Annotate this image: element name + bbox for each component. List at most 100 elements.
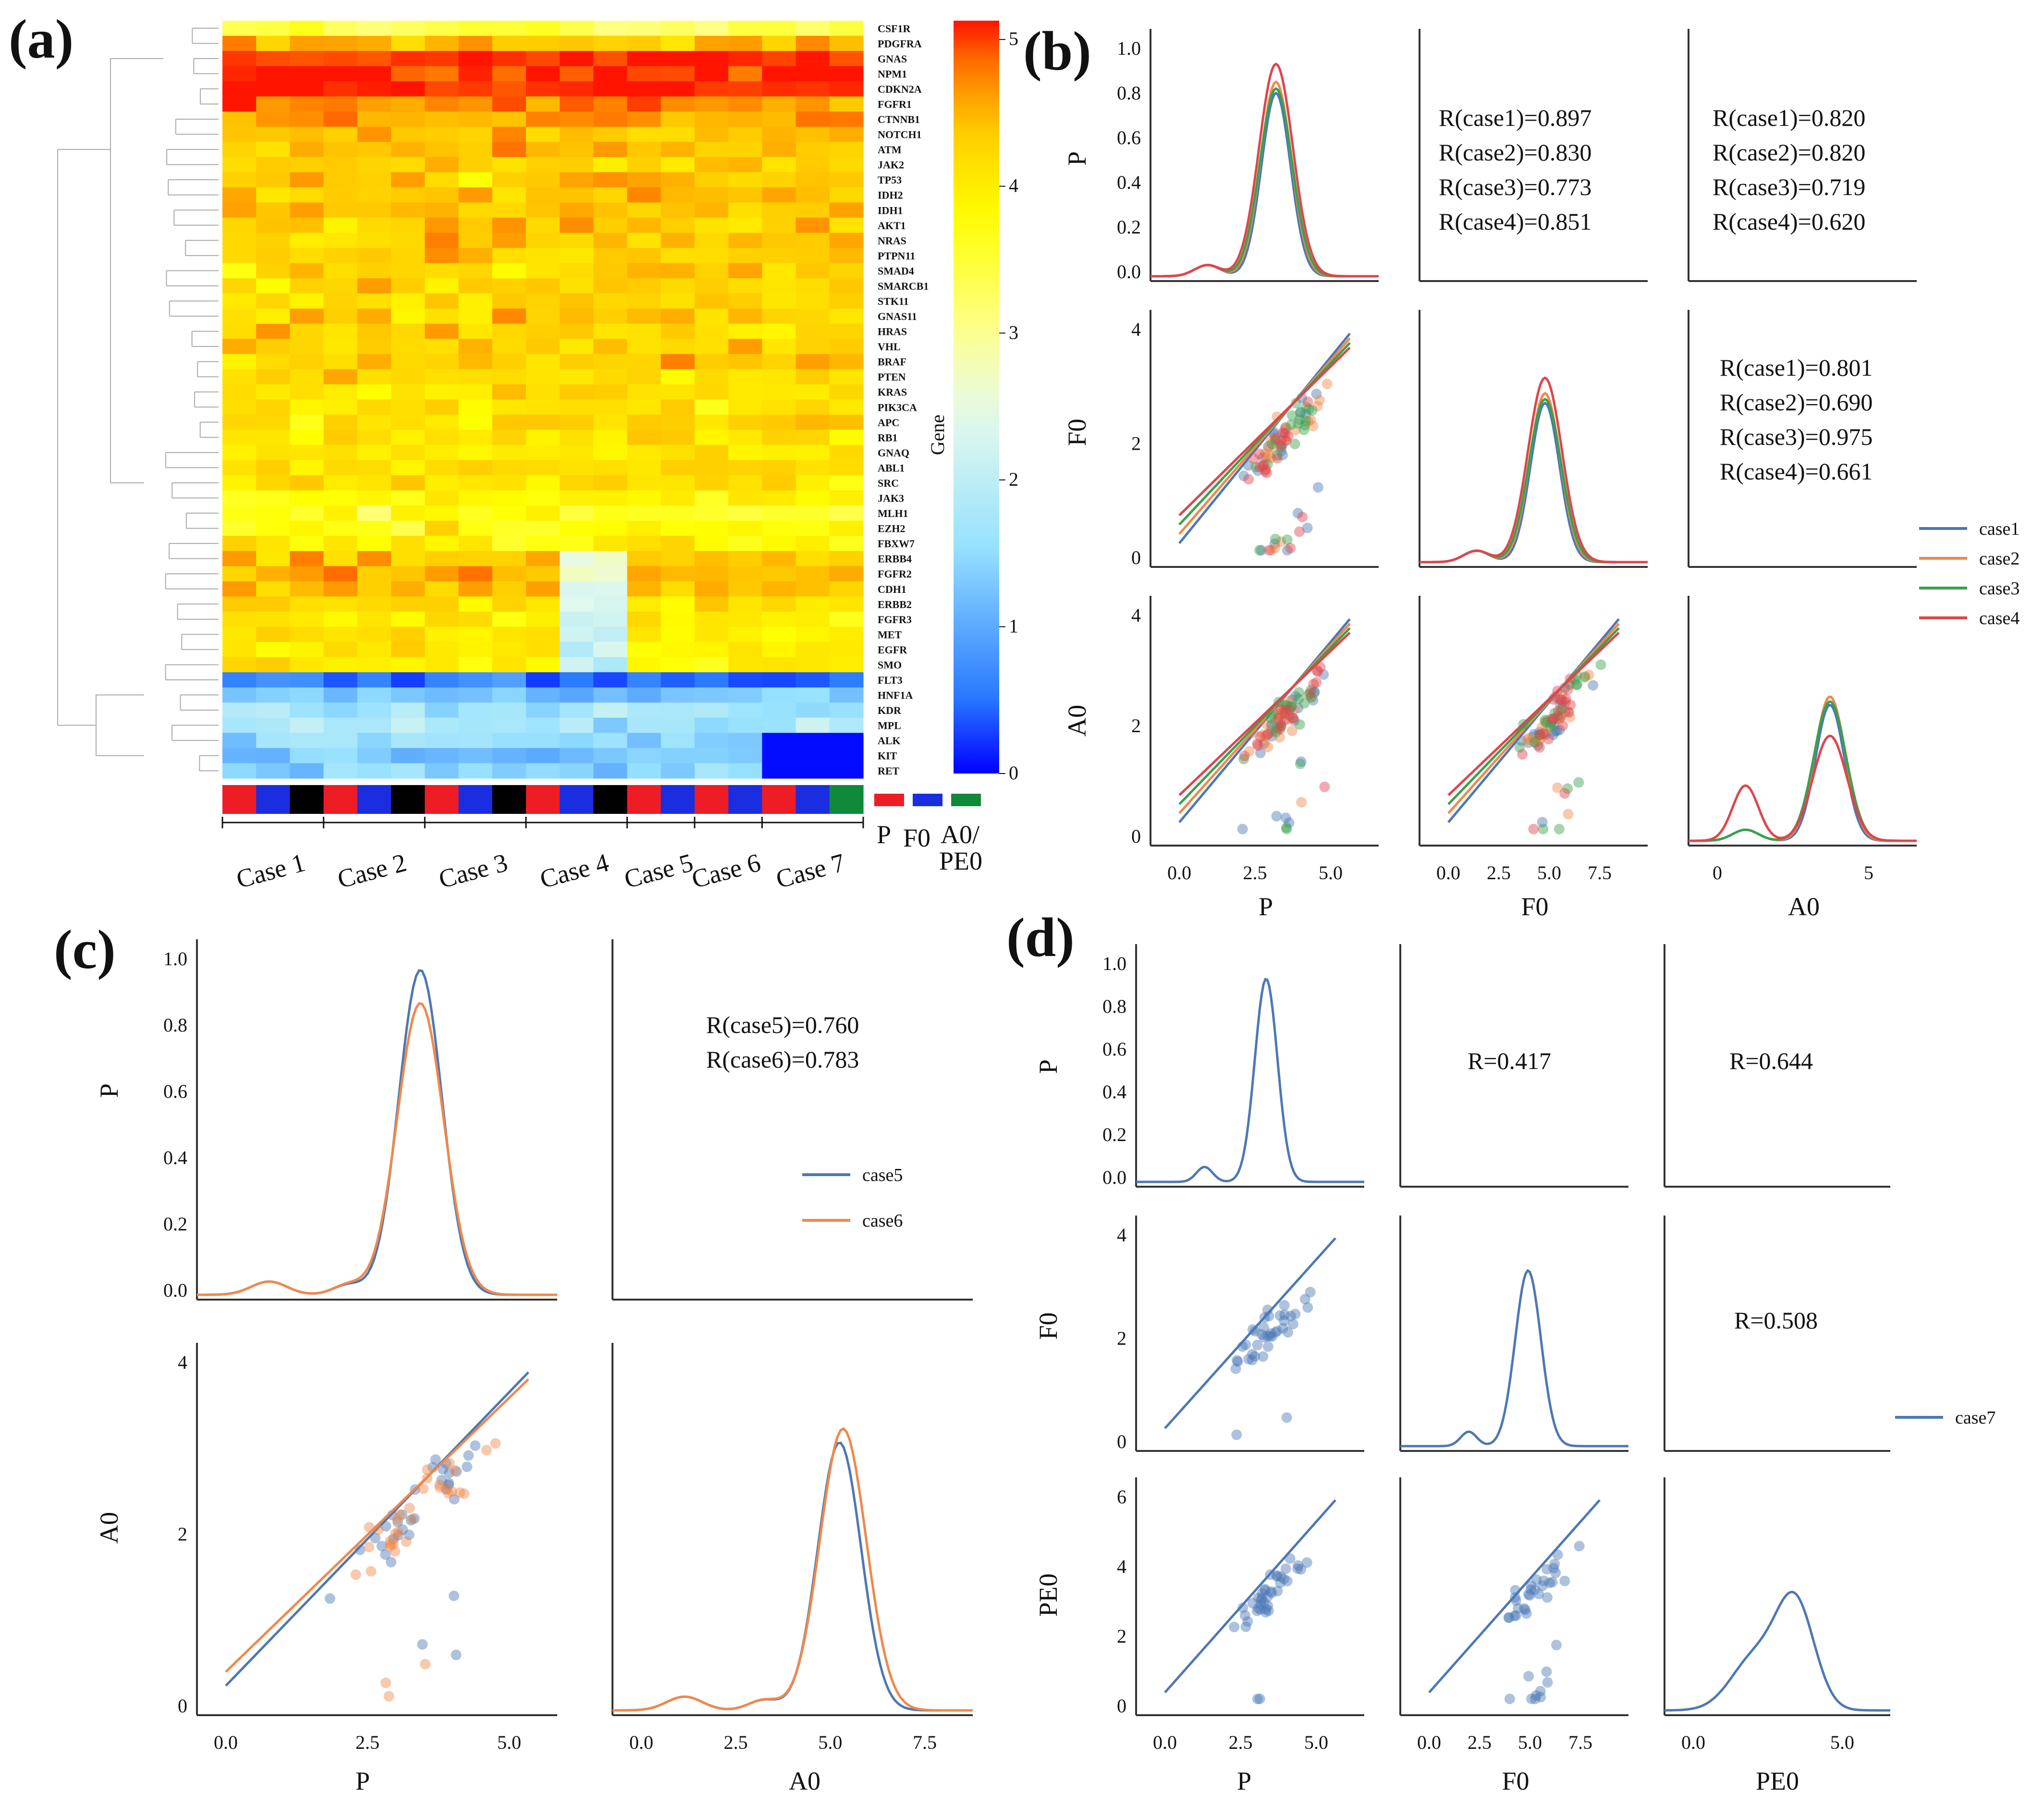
heatmap-cell: [391, 460, 425, 476]
heatmap-cell: [391, 763, 425, 779]
scatter-point-case2: [1305, 414, 1316, 425]
heatmap-cell: [425, 733, 459, 749]
heatmap-cell: [829, 81, 864, 97]
xtick-label: 5.0: [1518, 1732, 1542, 1753]
scatter-point-case4: [1311, 677, 1322, 688]
gene-label: SMARCB1: [878, 280, 929, 292]
gene-label: CDKN2A: [878, 83, 922, 95]
scatter-point-case5: [405, 1515, 416, 1526]
scatter-point-case7: [1260, 1585, 1271, 1596]
heatmap-cell: [762, 293, 796, 309]
scatter-point-case1: [1296, 756, 1307, 767]
heatmap-cell: [256, 430, 290, 445]
gene-label: MPL: [878, 720, 901, 732]
scatter-point-case7: [1535, 1692, 1546, 1703]
heatmap-cell: [627, 66, 661, 82]
heatmap-cell: [357, 157, 392, 172]
heatmap-cell: [796, 657, 830, 673]
heatmap-cell: [425, 218, 459, 233]
heatmap-cell: [357, 187, 392, 203]
heatmap-cell: [560, 354, 594, 369]
scatter-point-case4: [1284, 704, 1295, 715]
scatter-point-case7: [1258, 1351, 1269, 1362]
heatmap-cell: [458, 202, 493, 218]
heatmap-cell: [425, 657, 459, 673]
xtick-label: 2.5: [355, 1732, 379, 1753]
heatmap-cell: [492, 475, 526, 491]
heatmap-cell: [627, 263, 661, 279]
heatmap-cell: [526, 657, 560, 673]
xtick-label: 5.0: [1319, 862, 1343, 884]
correlation-text: R(case3)=0.773: [1439, 173, 1591, 200]
gene-label: PDGFRA: [878, 37, 922, 49]
heatmap-cell: [829, 187, 864, 203]
heatmap-cell: [796, 218, 830, 233]
heatmap-cell: [256, 263, 290, 279]
scatter-point-case4: [1534, 742, 1545, 753]
heatmap-cell: [323, 445, 358, 461]
heatmap-cell: [560, 642, 594, 658]
scatter-point-case1: [1295, 407, 1306, 418]
heatmap-cell: [728, 475, 762, 491]
gene-label: FGFR2: [878, 568, 912, 580]
scatter-point-case7: [1249, 1351, 1260, 1362]
heatmap-cell: [458, 445, 493, 461]
heatmap-cell: [526, 126, 560, 142]
heatmap-cell: [323, 490, 358, 506]
heatmap-cell: [391, 293, 425, 309]
heatmap-cell: [694, 717, 729, 733]
heatmap-cell: [323, 51, 358, 67]
heatmap-cell: [728, 657, 762, 673]
scatter-point-case4: [1556, 694, 1567, 705]
heatmap-cell: [425, 717, 459, 733]
heatmap-cell: [357, 36, 392, 51]
heatmap-cell: [796, 763, 830, 779]
scatter-point-case2: [1282, 704, 1293, 715]
heatmap-cell: [762, 763, 796, 779]
regression-line-case2: [1178, 623, 1351, 814]
heatmap-cell: [492, 642, 526, 658]
scatter-point-case3: [1282, 700, 1292, 712]
heatmap-cell: [661, 581, 695, 597]
dendrogram-branch: [181, 634, 219, 650]
heatmap-cell: [256, 96, 290, 112]
heatmap-cell: [391, 536, 425, 552]
scatter-point-case3: [1306, 692, 1317, 703]
heatmap-cell: [256, 566, 290, 582]
heatmap-cell: [627, 763, 661, 779]
heatmap-cell: [694, 657, 729, 673]
scatter-point-case4: [1547, 714, 1558, 725]
heatmap-cell: [458, 415, 493, 430]
heatmap-cell: [425, 581, 459, 597]
heatmap-cell: [222, 657, 257, 673]
regression-line-case2: [1178, 337, 1351, 535]
heatmap-cell: [593, 218, 628, 233]
heatmap-cell: [323, 111, 358, 127]
scatter-point-case2: [1261, 719, 1272, 730]
heatmap-cell: [222, 687, 257, 703]
column-type-cell: [829, 785, 864, 814]
scatter-point-case3: [1307, 405, 1318, 416]
scatter-point-case5: [388, 1534, 399, 1545]
gene-label: SMAD4: [878, 265, 914, 277]
heatmap-cell: [492, 142, 526, 158]
heatmap-cell: [728, 96, 762, 112]
scatter-point-case1: [1532, 740, 1543, 751]
kde-case1: [1420, 401, 1648, 564]
heatmap-cell: [796, 505, 830, 521]
scatter-point-case4: [1252, 740, 1263, 751]
heatmap-cell: [627, 430, 661, 445]
heatmap-cell: [560, 81, 594, 97]
scatter-point-case7: [1249, 1326, 1261, 1337]
heatmap-cell: [593, 430, 628, 445]
heatmap-cell: [796, 536, 830, 552]
scatter-point-case4: [1275, 720, 1286, 731]
heatmap-cell: [391, 445, 425, 461]
dendrogram-branch: [180, 694, 219, 711]
heatmap-cell: [728, 748, 762, 763]
heatmap-cell: [256, 536, 290, 552]
scatter-point-case7: [1542, 1677, 1553, 1688]
heatmap-cell: [458, 475, 493, 491]
heatmap-cell: [526, 66, 560, 82]
heatmap-cell: [357, 263, 392, 279]
